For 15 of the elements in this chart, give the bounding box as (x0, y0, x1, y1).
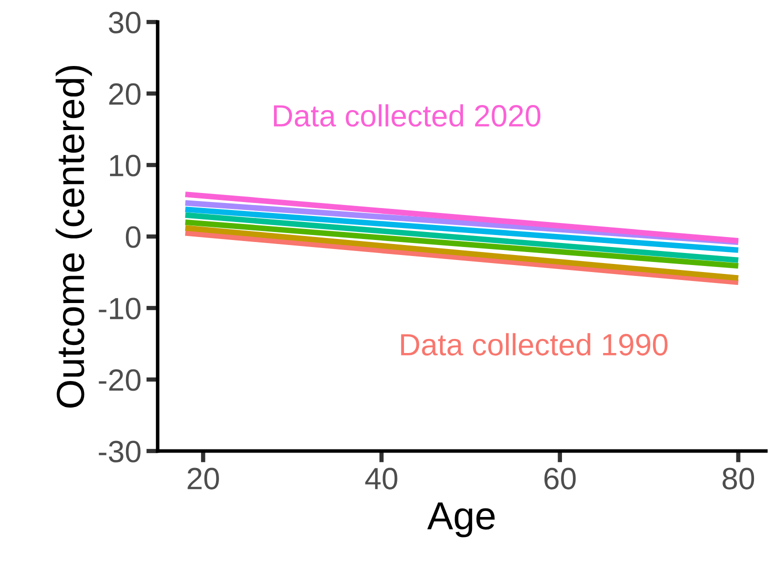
x-tick-label: 20 (188, 468, 219, 490)
y-tick-label: -20 (98, 369, 140, 391)
x-tick-label: 40 (365, 468, 398, 490)
series-label: Data collected 1990 (401, 333, 668, 356)
y-tick-label: 20 (109, 83, 140, 105)
x-axis-title: Age (427, 502, 495, 538)
text: Data collected 2020 (274, 104, 540, 127)
x-tick-label: 80 (722, 468, 754, 490)
y-tick-label: 10 (110, 154, 140, 176)
y-tick-label: 30 (108, 12, 140, 34)
y-tick-label: -30 (98, 440, 140, 462)
x-tick-label: 60 (544, 468, 576, 490)
y-axis-title: Outcome (centered) (56, 66, 92, 408)
y-tick-label: 0 (126, 226, 140, 248)
y-tick-label: -10 (98, 298, 140, 320)
